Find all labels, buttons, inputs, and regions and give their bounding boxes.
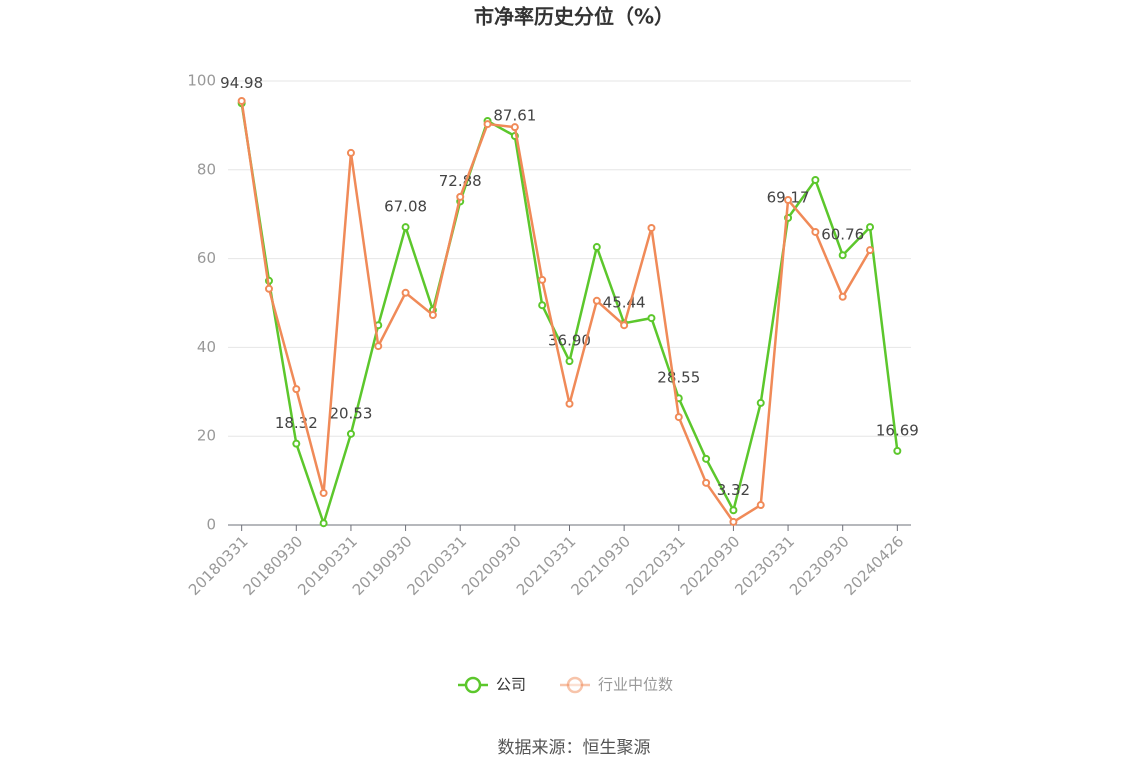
data-label: 36.90 <box>548 332 591 350</box>
data-point <box>702 478 711 487</box>
data-point <box>346 429 355 438</box>
data-label: 87.61 <box>493 107 536 125</box>
data-point <box>292 439 301 448</box>
legend-label: 行业中位数 <box>598 676 673 694</box>
data-point <box>647 314 656 323</box>
series-line <box>240 100 872 524</box>
data-point <box>756 501 765 510</box>
data-point <box>538 275 547 284</box>
y-tick-label: 100 <box>187 72 216 90</box>
y-tick-label: 0 <box>206 516 216 534</box>
data-point <box>702 454 711 463</box>
data-point <box>620 321 629 330</box>
data-point <box>866 246 875 255</box>
data-label: 3.32 <box>717 481 750 499</box>
y-tick-label: 60 <box>197 249 216 267</box>
data-point <box>374 342 383 351</box>
data-point <box>811 176 820 185</box>
data-point <box>483 120 492 129</box>
data-point <box>264 284 273 293</box>
data-point <box>456 192 465 201</box>
data-point <box>729 506 738 515</box>
data-point <box>538 301 547 310</box>
data-label: 94.98 <box>220 74 263 92</box>
data-point <box>346 148 355 157</box>
data-label: 67.08 <box>384 198 427 216</box>
data-point <box>838 292 847 301</box>
data-point <box>237 96 246 105</box>
data-point <box>893 446 902 455</box>
series-line <box>240 103 899 528</box>
legend-marker <box>566 676 584 694</box>
data-point <box>647 223 656 232</box>
data-label: 45.44 <box>603 294 646 312</box>
data-point <box>784 195 793 204</box>
data-point <box>401 288 410 297</box>
chart-title: 市净率历史分位（%） <box>474 5 674 29</box>
y-tick-label: 40 <box>197 338 216 356</box>
legend-label: 公司 <box>496 676 526 694</box>
data-point <box>592 243 601 252</box>
data-point <box>319 489 328 498</box>
y-tick-label: 20 <box>197 427 216 445</box>
data-point <box>428 310 437 319</box>
data-point <box>729 517 738 526</box>
data-point <box>292 385 301 394</box>
data-point <box>756 398 765 407</box>
data-point <box>674 413 683 422</box>
data-label: 28.55 <box>657 369 700 387</box>
data-point <box>866 223 875 232</box>
data-point <box>401 223 410 232</box>
data-point <box>565 399 574 408</box>
data-label: 72.88 <box>439 172 482 190</box>
data-label: 16.69 <box>876 421 919 439</box>
data-point <box>592 296 601 305</box>
data-point <box>510 123 519 132</box>
x-tick-label: 20240426 <box>841 532 908 599</box>
data-point <box>319 519 328 528</box>
data-point <box>565 357 574 366</box>
legend-marker <box>464 676 482 694</box>
data-label: 60.76 <box>821 226 864 244</box>
data-label: 18.32 <box>275 414 318 432</box>
y-tick-label: 80 <box>197 160 216 178</box>
data-label: 20.53 <box>329 404 372 422</box>
data-point <box>838 251 847 260</box>
data-point <box>811 227 820 236</box>
source-note: 数据来源：恒生聚源 <box>498 738 651 758</box>
